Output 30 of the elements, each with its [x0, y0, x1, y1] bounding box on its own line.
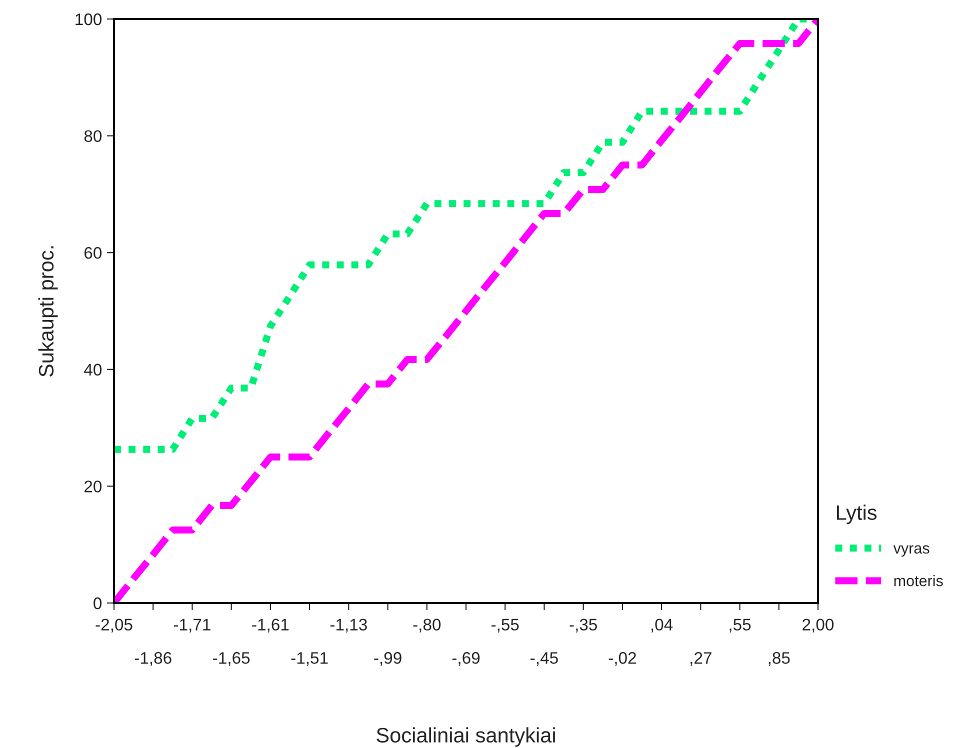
x-tick-label: -,45 [530, 652, 558, 666]
x-tick-label: ,27 [690, 652, 712, 666]
x-tick-label: -,02 [608, 652, 636, 666]
x-tick-label: -,80 [413, 618, 441, 632]
y-tick-label: 40 [84, 364, 102, 376]
x-tick-label: ,55 [730, 618, 751, 632]
x-tick-label: -1,71 [174, 618, 210, 632]
y-tick-label: 100 [76, 13, 102, 26]
x-tick-label: -1,61 [252, 618, 289, 632]
x-tick-label: -,35 [570, 618, 597, 632]
legend-label: moteris [894, 575, 943, 586]
legend-label: vyras [893, 545, 930, 557]
x-tick-label: -1,65 [213, 652, 250, 666]
legend-title: Lytis [836, 504, 877, 524]
y-tick-label: 0 [94, 597, 102, 610]
y-axis-title: Sukaupti proc. [38, 246, 58, 377]
y-tick-label: 60 [84, 247, 102, 259]
x-tick-label: ,85 [768, 652, 790, 666]
x-tick-label: -1,86 [134, 652, 172, 666]
x-tick-label: -2,05 [96, 618, 132, 632]
y-tick-label: 20 [84, 480, 102, 492]
x-tick-label: -,55 [491, 618, 519, 632]
x-tick-label: ,04 [651, 618, 673, 632]
x-tick-label: -1,51 [291, 652, 328, 666]
x-tick-label: -1,13 [330, 618, 367, 632]
x-axis-title: Socialiniai santykiai [376, 727, 555, 747]
x-tick-label: 2,00 [802, 618, 834, 632]
x-tick-label: -,69 [452, 652, 480, 666]
y-tick-label: 80 [84, 130, 102, 142]
x-tick-label: -,99 [374, 652, 402, 666]
